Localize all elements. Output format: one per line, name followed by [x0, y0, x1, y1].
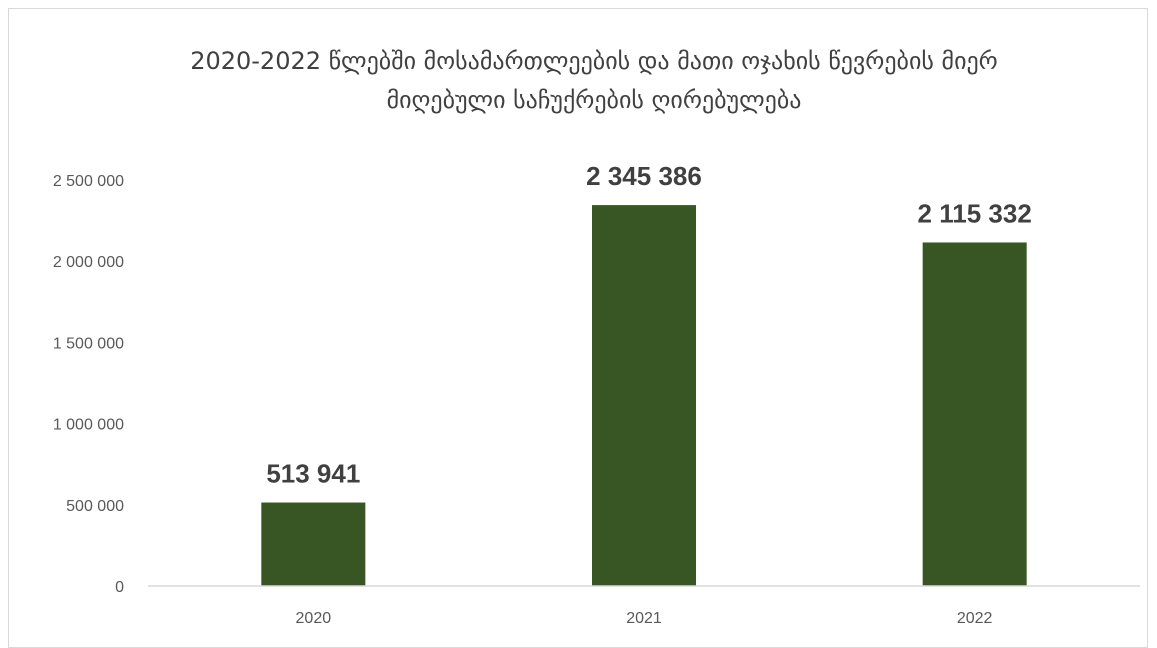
- bar-2021: [592, 205, 696, 586]
- y-axis-ticks: 0 500 000 1 000 000 1 500 000 2 000 000 2 500…: [53, 173, 124, 596]
- chart-title-line-1: 2020-2022 წლებში მოსამართლეების და მათი …: [190, 47, 998, 75]
- x-tick-label: 2022: [957, 610, 993, 627]
- x-tick-label: 2021: [626, 610, 662, 627]
- y-tick-label: 500 000: [66, 498, 124, 515]
- y-tick-label: 1 000 000: [53, 417, 124, 434]
- y-tick-label: 0: [115, 579, 124, 596]
- data-label-2021: 2 345 386: [586, 161, 702, 191]
- bars: [261, 205, 1027, 586]
- chart-title-line-2: მიღებული საჩუქრების ღირებულება: [387, 86, 802, 114]
- y-tick-label: 1 500 000: [53, 335, 124, 352]
- x-tick-label: 2020: [296, 610, 332, 627]
- x-axis-ticks: 2020 2021 2022: [296, 610, 993, 627]
- bar-2022: [922, 242, 1027, 586]
- data-label-2022: 2 115 332: [918, 198, 1032, 228]
- y-tick-label: 2 000 000: [53, 254, 124, 271]
- bar-2020: [261, 502, 366, 586]
- data-label-2020: 513 941: [266, 459, 360, 489]
- data-labels: 513 941 2 345 386 2 115 332: [266, 161, 1031, 488]
- y-tick-label: 2 500 000: [53, 173, 124, 190]
